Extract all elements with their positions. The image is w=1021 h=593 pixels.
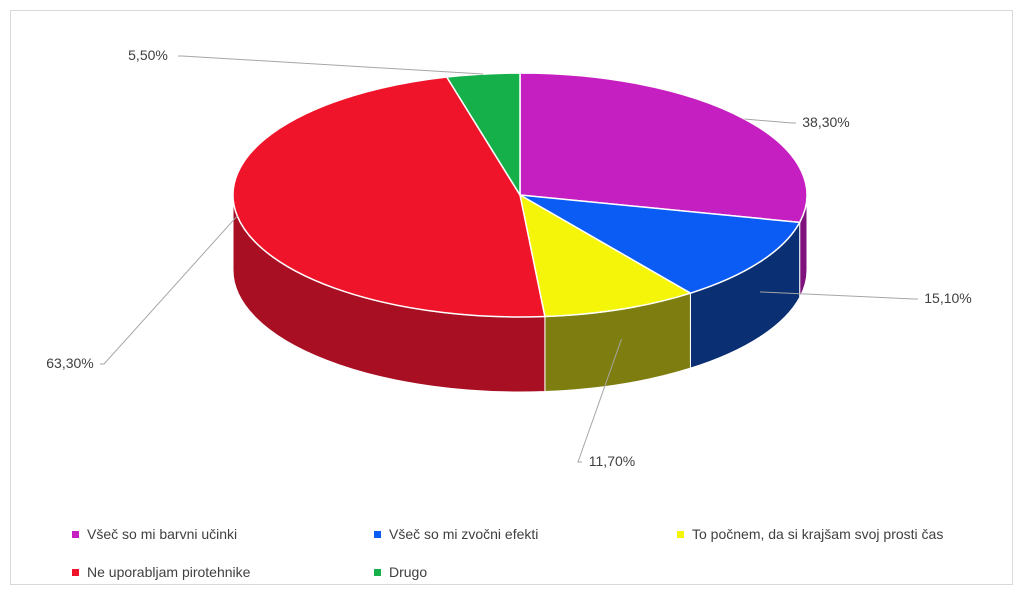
leader-line-4 xyxy=(100,215,238,365)
legend-swatch-1 xyxy=(72,530,79,538)
legend-label: Všeč so mi zvočni efekti xyxy=(389,526,539,542)
leader-line-5 xyxy=(178,55,484,75)
leader-line-1 xyxy=(744,118,796,124)
legend-swatch-4 xyxy=(72,568,79,576)
pie-slice-3 xyxy=(518,193,693,318)
legend-item: Všeč so mi zvočni efekti xyxy=(374,526,538,542)
data-label-4: 63,30% xyxy=(46,355,93,371)
legend-swatch-5 xyxy=(374,568,381,576)
leader-line-2 xyxy=(759,291,918,300)
leader-line-3 xyxy=(577,338,622,463)
data-label-1: 38,30% xyxy=(802,114,849,130)
legend-label: To počnem, da si krajšam svoj prosti čas xyxy=(692,526,944,542)
legend-swatch-2 xyxy=(374,530,381,538)
legend-label: Všeč so mi barvni učinki xyxy=(87,526,238,542)
legend-item: Ne uporabljam pirotehnike xyxy=(72,564,250,580)
legend-swatch-3 xyxy=(677,530,684,538)
legend-label: Ne uporabljam pirotehnike xyxy=(87,564,251,580)
legend-item: Všeč so mi barvni učinki xyxy=(72,526,237,542)
pie-slice-1 xyxy=(519,72,808,224)
legend-item: To počnem, da si krajšam svoj prosti čas xyxy=(677,526,943,542)
data-label-5: 5,50% xyxy=(128,47,168,63)
pie-slice-2 xyxy=(519,194,801,294)
legend-item: Drugo xyxy=(374,564,427,580)
data-label-2: 15,10% xyxy=(924,290,971,306)
pie-slice-4 xyxy=(232,76,546,318)
data-label-3: 11,70% xyxy=(589,453,635,469)
legend-label: Drugo xyxy=(389,564,428,580)
